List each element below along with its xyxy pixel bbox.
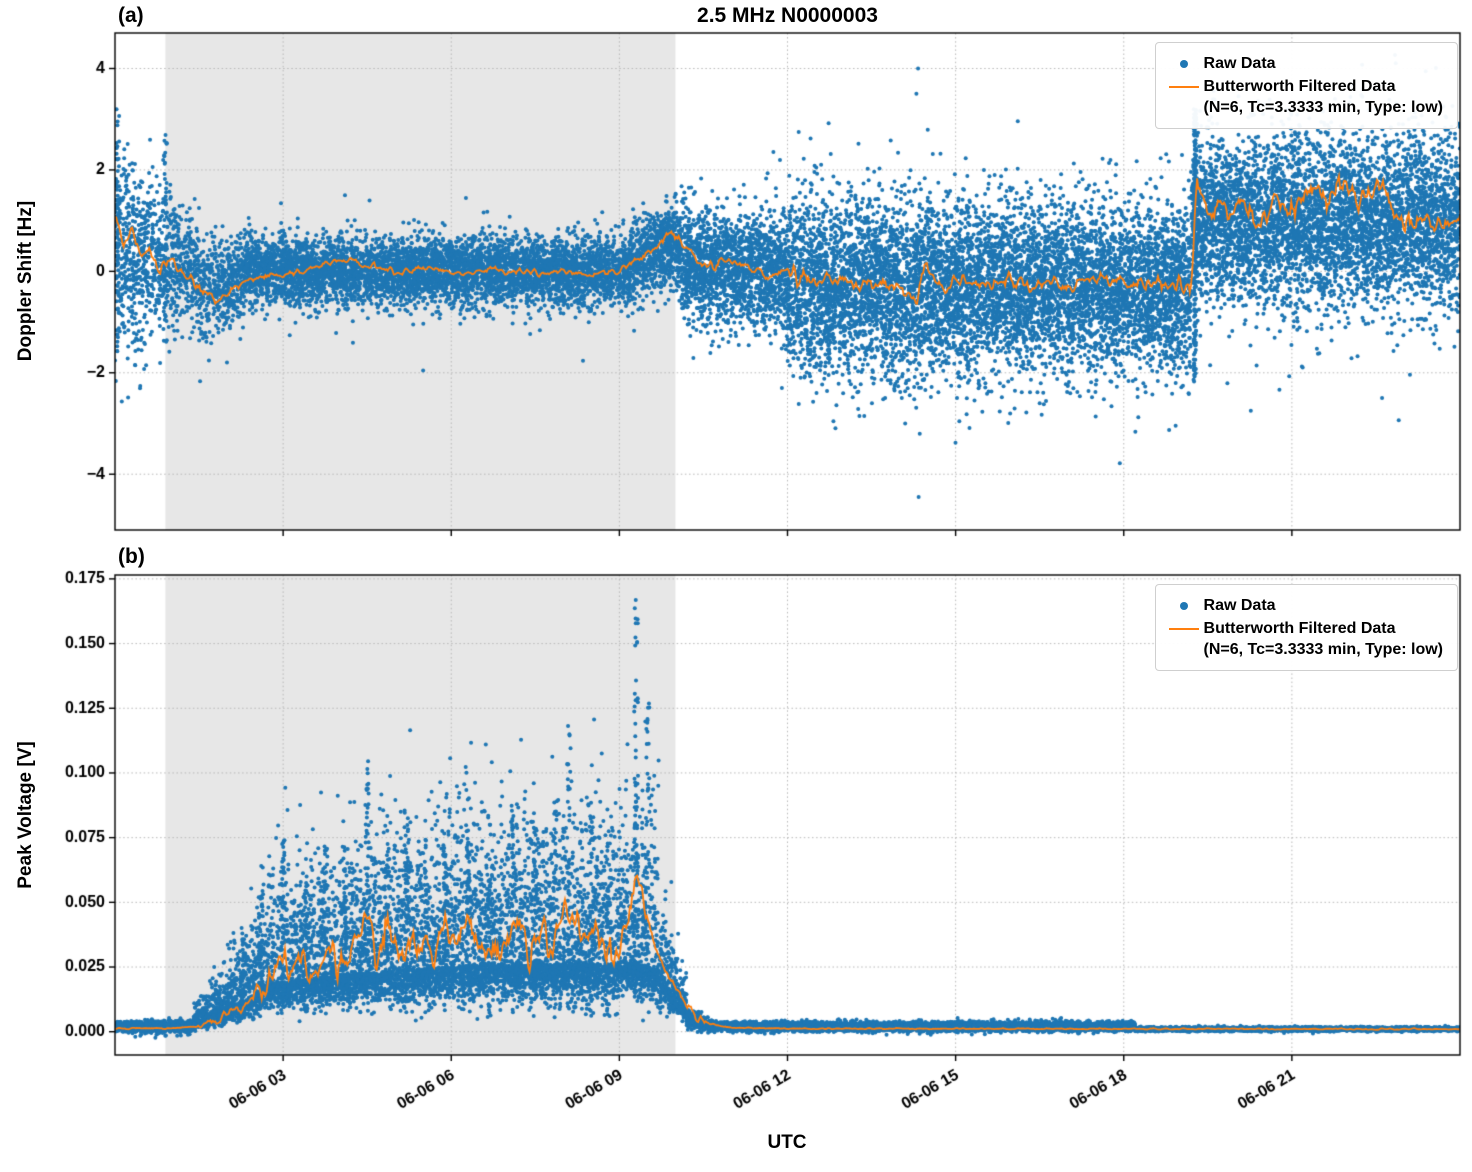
raw-data-marker-icon <box>1179 59 1188 68</box>
panel-a-label: (a) <box>118 4 144 27</box>
legend-filtered-params: (N=6, Tc=3.3333 min, Type: low) <box>1203 99 1443 116</box>
legend-entry-filtered: Butterworth Filtered Data (N=6, Tc=3.333… <box>1164 618 1443 660</box>
legend-filtered-label: Butterworth Filtered Data <box>1203 620 1396 637</box>
legend-voltage: Raw Data Butterworth Filtered Data (N=6,… <box>1154 584 1458 671</box>
chart-title: 2.5 MHz N0000003 <box>697 4 878 27</box>
legend-raw-label: Raw Data <box>1203 55 1276 72</box>
x-axis-label: UTC <box>767 1132 807 1153</box>
legend-doppler: Raw Data Butterworth Filtered Data (N=6,… <box>1154 42 1458 129</box>
panel-b-label: (b) <box>118 545 145 568</box>
legend-raw-label: Raw Data <box>1203 597 1276 614</box>
filtered-line-icon <box>1168 85 1199 88</box>
legend-filtered-params: (N=6, Tc=3.3333 min, Type: low) <box>1203 641 1443 658</box>
y-axis-label-voltage: Peak Voltage [V] <box>15 741 36 889</box>
filtered-line-icon <box>1168 627 1199 630</box>
raw-data-marker-icon <box>1179 601 1188 610</box>
legend-entry-filtered: Butterworth Filtered Data (N=6, Tc=3.333… <box>1164 76 1443 118</box>
legend-filtered-label: Butterworth Filtered Data <box>1203 78 1396 95</box>
legend-entry-raw: Raw Data <box>1164 53 1443 74</box>
y-axis-label-doppler: Doppler Shift [Hz] <box>15 200 36 362</box>
legend-entry-raw: Raw Data <box>1164 595 1443 616</box>
